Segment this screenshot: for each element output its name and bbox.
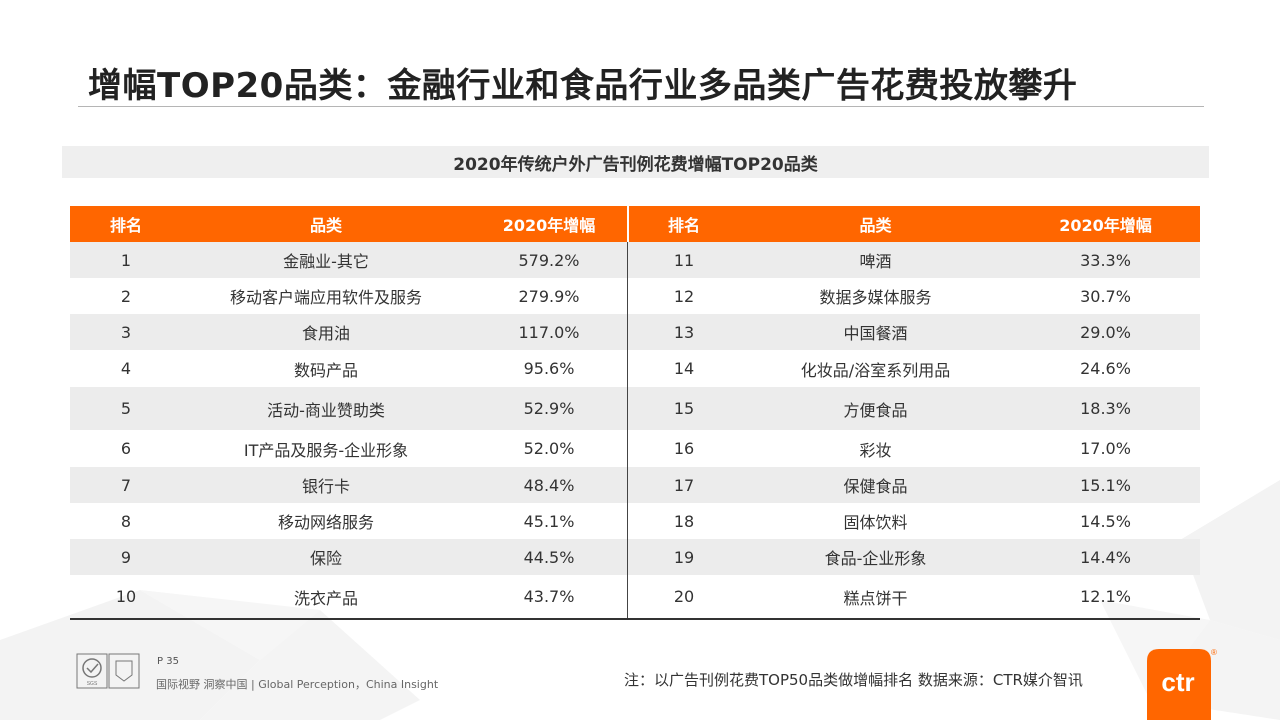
rank-cell: 2 <box>120 286 132 306</box>
growth-cell: 52.0% <box>523 439 575 458</box>
rank-cell: 7 <box>120 475 132 495</box>
growth-cell: 33.3% <box>1080 250 1131 270</box>
rank-cell: 18 <box>673 511 695 531</box>
column-divider <box>627 242 628 618</box>
title-divider <box>78 106 1204 107</box>
ctr-logo: ctr ® <box>1147 648 1217 720</box>
table-body: 1 金融业-其它 579.2% 11 啤酒 33.3% 2 移动客户端应用软件及… <box>70 242 1200 618</box>
growth-cell: 48.4% <box>523 475 575 495</box>
category-cell: IT产品及服务-企业形象 <box>243 440 409 460</box>
growth-cell: 95.6% <box>523 359 575 378</box>
growth-ranking-table: 排名 品类 2020年增幅 排名 品类 2020年增幅 1 金融业-其它 579… <box>70 206 1200 620</box>
category-cell: 移动网络服务 <box>277 513 374 532</box>
rank-cell: 10 <box>115 587 137 606</box>
growth-cell: 17.0% <box>1080 439 1131 458</box>
rank-cell: 16 <box>673 439 695 458</box>
table-bottom-rule <box>70 618 1200 620</box>
growth-cell: 45.1% <box>523 511 575 531</box>
table-subtitle: 2020年传统户外广告刊例花费增幅TOP20品类 <box>62 146 1209 178</box>
rank-cell: 9 <box>120 547 132 567</box>
header-growth-right: 2020年增幅 <box>1059 216 1152 235</box>
category-cell: 活动-商业赞助类 <box>267 400 385 420</box>
rank-cell: 11 <box>673 250 695 270</box>
category-cell: 移动客户端应用软件及服务 <box>229 288 422 307</box>
rank-cell: 12 <box>673 286 695 306</box>
page-title: 增幅TOP20品类：金融行业和食品行业多品类广告花费投放攀升 <box>88 66 1078 106</box>
registered-mark: ® <box>1211 648 1217 657</box>
table-row: 6 IT产品及服务-企业形象 52.0% 16 彩妆 17.0% <box>70 430 1200 467</box>
growth-cell: 14.5% <box>1080 511 1131 531</box>
growth-cell: 12.1% <box>1080 587 1131 606</box>
ctr-logo-text: ctr <box>1161 667 1194 697</box>
rank-cell: 1 <box>120 250 132 270</box>
rank-cell: 13 <box>673 322 695 342</box>
header-rank-right: 排名 <box>667 216 700 235</box>
table-row: 10 洗衣产品 43.7% 20 糕点饼干 12.1% <box>70 575 1200 618</box>
growth-cell: 52.9% <box>523 399 575 418</box>
rank-cell: 5 <box>120 399 132 418</box>
certification-logo: SGS <box>76 653 140 689</box>
category-cell: 食用油 <box>301 324 350 343</box>
growth-cell: 117.0% <box>518 322 580 342</box>
rank-cell: 17 <box>673 475 695 495</box>
source-note: 注：以广告刊例花费TOP50品类做增幅排名 数据来源：CTR媒介智讯 <box>624 671 1083 689</box>
table-row: 5 活动-商业赞助类 52.9% 15 方便食品 18.3% <box>70 387 1200 430</box>
growth-cell: 18.3% <box>1080 399 1131 418</box>
rank-cell: 8 <box>120 511 132 531</box>
category-cell: 食品-企业形象 <box>824 549 927 568</box>
rank-cell: 3 <box>120 322 132 342</box>
footer-tagline: 国际视野 洞察中国 | Global Perception，China Insi… <box>156 678 439 691</box>
rank-cell: 19 <box>673 547 695 567</box>
category-cell: 数据多媒体服务 <box>819 288 932 307</box>
header-category-right: 品类 <box>859 216 892 235</box>
header-divider <box>627 206 629 242</box>
rank-cell: 4 <box>120 359 132 378</box>
growth-cell: 43.7% <box>523 587 575 606</box>
table-row: 2 移动客户端应用软件及服务 279.9% 12 数据多媒体服务 30.7% <box>70 278 1200 314</box>
category-cell: 数码产品 <box>293 360 358 380</box>
table-row: 4 数码产品 95.6% 14 化妆品/浴室系列用品 24.6% <box>70 350 1200 387</box>
category-cell: 中国餐酒 <box>843 324 908 343</box>
table-row: 1 金融业-其它 579.2% 11 啤酒 33.3% <box>70 242 1200 278</box>
table-header: 排名 品类 2020年增幅 排名 品类 2020年增幅 <box>70 206 1200 242</box>
table-row: 9 保险 44.5% 19 食品-企业形象 14.4% <box>70 539 1200 575</box>
header-growth-left: 2020年增幅 <box>502 216 596 235</box>
category-cell: 保险 <box>309 549 342 568</box>
category-cell: 洗衣产品 <box>293 588 358 608</box>
rank-cell: 6 <box>120 439 132 458</box>
header-category-left: 品类 <box>309 216 342 235</box>
growth-cell: 14.4% <box>1080 547 1131 567</box>
category-cell: 银行卡 <box>301 477 350 496</box>
category-cell: 保健食品 <box>843 477 908 496</box>
category-cell: 糕点饼干 <box>843 588 908 608</box>
growth-cell: 44.5% <box>523 547 575 567</box>
page-number: P 35 <box>157 656 179 667</box>
growth-cell: 279.9% <box>518 286 580 306</box>
growth-cell: 15.1% <box>1080 475 1131 495</box>
category-cell: 金融业-其它 <box>283 252 369 271</box>
rank-cell: 20 <box>673 587 695 606</box>
category-cell: 固体饮料 <box>843 513 908 532</box>
rank-cell: 15 <box>673 399 695 418</box>
rank-cell: 14 <box>673 359 695 378</box>
growth-cell: 29.0% <box>1080 322 1131 342</box>
category-cell: 方便食品 <box>843 400 908 420</box>
category-cell: 化妆品/浴室系列用品 <box>800 360 951 380</box>
table-row: 7 银行卡 48.4% 17 保健食品 15.1% <box>70 467 1200 503</box>
growth-cell: 579.2% <box>518 250 580 270</box>
category-cell: 彩妆 <box>859 440 892 460</box>
table-row: 8 移动网络服务 45.1% 18 固体饮料 14.5% <box>70 503 1200 539</box>
header-rank-left: 排名 <box>109 216 142 235</box>
category-cell: 啤酒 <box>859 252 892 271</box>
table-row: 3 食用油 117.0% 13 中国餐酒 29.0% <box>70 314 1200 350</box>
growth-cell: 24.6% <box>1080 359 1131 378</box>
growth-cell: 30.7% <box>1080 286 1131 306</box>
certification-mark-text: SGS <box>87 681 98 687</box>
